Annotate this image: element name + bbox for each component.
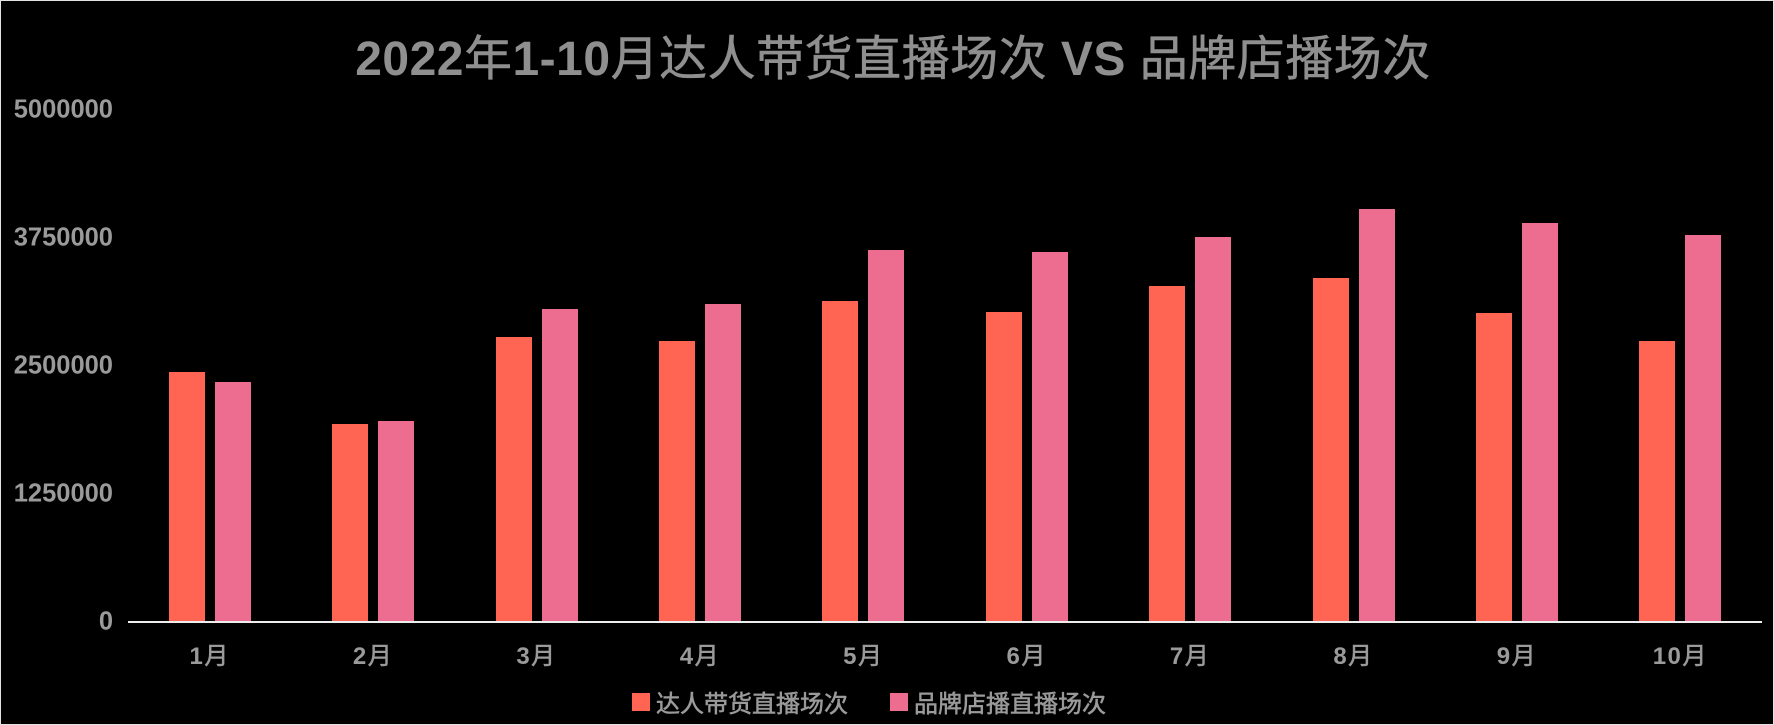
chart-title: 2022年1-10月达人带货直播场次 VS 品牌店播场次 <box>355 33 1431 87</box>
y-tick-label: 1250000 <box>13 479 113 508</box>
legend-item-series1: 达人带货直播场次 <box>632 684 848 719</box>
x-tick-label: 6月 <box>1006 643 1047 670</box>
x-tick-label: 1月 <box>189 643 230 670</box>
x-tick-label: 8月 <box>1333 643 1374 670</box>
bar-series1-month10 <box>1639 341 1675 622</box>
bar-series1-month7 <box>1149 286 1185 622</box>
legend-swatch-series1 <box>632 692 650 711</box>
bar-series2-month9 <box>1522 223 1558 622</box>
x-tick-label: 5月 <box>843 643 884 670</box>
bar-series2-month6 <box>1032 252 1068 622</box>
y-tick-label: 5000000 <box>13 95 113 124</box>
bar-series1-month6 <box>986 312 1022 622</box>
x-tick-label: 2月 <box>352 643 394 670</box>
bar-series2-month5 <box>868 250 904 622</box>
x-axis-line <box>128 621 1762 623</box>
legend-label-series1: 达人带货直播场次 <box>656 692 849 719</box>
legend-label-series2: 品牌店播直播场次 <box>914 692 1107 719</box>
bar-series1-month3 <box>496 337 532 622</box>
x-tick-label: 3月 <box>516 643 557 670</box>
bar-series2-month10 <box>1685 235 1721 622</box>
x-tick-label: 4月 <box>679 643 721 670</box>
y-tick-label: 0 <box>98 607 113 636</box>
legend-swatch-series2 <box>890 692 908 711</box>
bar-series1-month2 <box>332 424 368 622</box>
x-tick-label: 9月 <box>1496 643 1538 670</box>
y-tick-label: 2500000 <box>13 351 113 380</box>
bar-series1-month9 <box>1476 313 1512 622</box>
bar-series2-month3 <box>542 309 578 622</box>
legend-item-series2: 品牌店播直播场次 <box>890 684 1106 719</box>
bar-series1-month5 <box>822 301 858 622</box>
bar-series2-month4 <box>705 304 741 622</box>
x-tick-label: 10月 <box>1652 643 1708 670</box>
y-tick-label: 3750000 <box>13 223 113 252</box>
bar-series2-month8 <box>1359 209 1395 622</box>
bar-series2-month7 <box>1195 237 1231 622</box>
bar-series1-month8 <box>1313 278 1349 622</box>
x-tick-label: 7月 <box>1169 643 1211 670</box>
bar-series2-month1 <box>215 382 251 622</box>
bar-series2-month2 <box>378 421 414 622</box>
bar-series1-month4 <box>659 341 695 622</box>
legend: 达人带货直播场次 品牌店播直播场次 <box>0 684 1756 719</box>
bar-series1-month1 <box>169 372 205 622</box>
